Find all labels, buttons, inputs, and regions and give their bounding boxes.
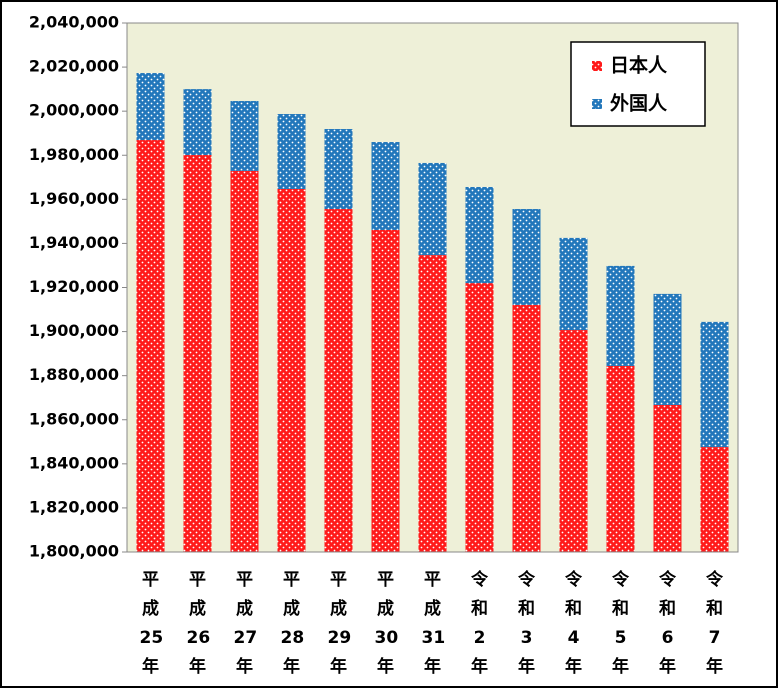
bar-segment [371,142,400,230]
x-tick-label: 平成29年 [327,570,352,677]
x-tick-label: 平成26年 [186,570,211,677]
bar-segment [371,229,400,552]
x-tick-label: 令和2年 [471,570,488,677]
y-tick-label: 2,040,000 [29,13,119,32]
bar-segment [277,188,306,552]
legend-swatch [592,99,602,109]
bar-segment [512,209,541,305]
bar-segment [512,304,541,552]
bar-segment [183,89,212,156]
legend-label: 日本人 [610,54,668,77]
y-tick-label: 1,980,000 [29,145,119,164]
x-tick-label: 令和7年 [706,570,723,677]
x-tick-label: 平成30年 [374,570,399,677]
bar-segment [700,447,729,552]
bar-segment [606,365,635,552]
bar-segment [653,293,682,405]
bar-segment [230,170,259,552]
bar-segment [277,114,306,189]
x-tick-label: 平成31年 [421,570,446,677]
bar-segment [653,404,682,552]
y-tick-label: 2,020,000 [29,57,119,76]
bar-segment [700,321,729,448]
bar-segment [559,330,588,552]
legend-label: 外国人 [610,92,668,115]
y-tick-label: 1,800,000 [29,542,119,561]
bar-segment [230,101,259,171]
bar-segment [418,255,447,552]
x-tick-label: 平成27年 [233,570,258,677]
y-tick-label: 1,940,000 [29,233,119,252]
bar-segment [465,186,494,284]
legend-swatch [592,61,602,71]
y-tick-label: 1,840,000 [29,453,119,472]
bar-segment [418,162,447,256]
x-tick-label: 令和6年 [659,570,676,677]
y-tick-label: 1,860,000 [29,409,119,428]
x-tick-label: 令和3年 [518,570,535,677]
y-tick-label: 1,920,000 [29,277,119,296]
bar-segment [136,140,165,552]
bar-segment [136,73,165,141]
x-tick-label: 令和5年 [612,570,629,677]
legend-box [570,41,706,127]
y-tick-label: 2,000,000 [29,101,119,120]
y-tick-label: 1,960,000 [29,189,119,208]
x-tick-label: 平成28年 [280,570,305,677]
bar-segment [606,265,635,366]
bar-segment [465,283,494,552]
x-tick-label: 令和4年 [565,570,582,677]
bar-segment [559,237,588,331]
y-tick-label: 1,900,000 [29,321,119,340]
x-tick-label: 平成25年 [139,570,164,677]
y-tick-label: 1,820,000 [29,497,119,516]
bar-segment [183,155,212,552]
bar-segment [324,209,353,552]
bar-segment [324,129,353,210]
y-tick-label: 1,880,000 [29,365,119,384]
